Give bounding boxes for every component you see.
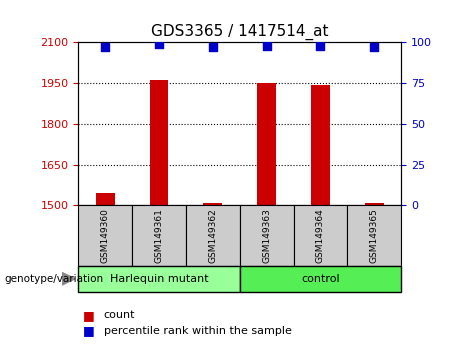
Bar bbox=[294, 205, 347, 266]
Bar bbox=[203, 202, 222, 205]
Bar bbox=[240, 266, 401, 292]
Text: GSM149365: GSM149365 bbox=[370, 208, 378, 263]
Point bbox=[155, 41, 163, 47]
Text: GSM149361: GSM149361 bbox=[154, 208, 164, 263]
Point bbox=[371, 45, 378, 50]
Point bbox=[317, 43, 324, 48]
Title: GDS3365 / 1417514_at: GDS3365 / 1417514_at bbox=[151, 23, 329, 40]
Bar bbox=[311, 85, 330, 205]
Point bbox=[263, 43, 270, 48]
Text: percentile rank within the sample: percentile rank within the sample bbox=[104, 326, 292, 336]
Text: Harlequin mutant: Harlequin mutant bbox=[110, 274, 208, 284]
Bar bbox=[257, 83, 276, 205]
Bar bbox=[240, 205, 294, 266]
Text: ■: ■ bbox=[83, 325, 95, 337]
Text: GSM149360: GSM149360 bbox=[101, 208, 110, 263]
Text: count: count bbox=[104, 310, 135, 320]
Point bbox=[101, 45, 109, 50]
Bar bbox=[78, 266, 240, 292]
Text: GSM149363: GSM149363 bbox=[262, 208, 271, 263]
Bar bbox=[78, 205, 132, 266]
Bar bbox=[347, 205, 401, 266]
Text: GSM149364: GSM149364 bbox=[316, 208, 325, 263]
Bar bbox=[186, 205, 240, 266]
Polygon shape bbox=[62, 273, 75, 285]
Bar bbox=[365, 202, 384, 205]
Bar bbox=[96, 193, 115, 205]
Text: genotype/variation: genotype/variation bbox=[5, 274, 104, 284]
Text: GSM149362: GSM149362 bbox=[208, 208, 217, 263]
Text: ■: ■ bbox=[83, 309, 95, 321]
Text: control: control bbox=[301, 274, 340, 284]
Point bbox=[209, 45, 217, 50]
Bar bbox=[150, 80, 168, 205]
Bar bbox=[132, 205, 186, 266]
